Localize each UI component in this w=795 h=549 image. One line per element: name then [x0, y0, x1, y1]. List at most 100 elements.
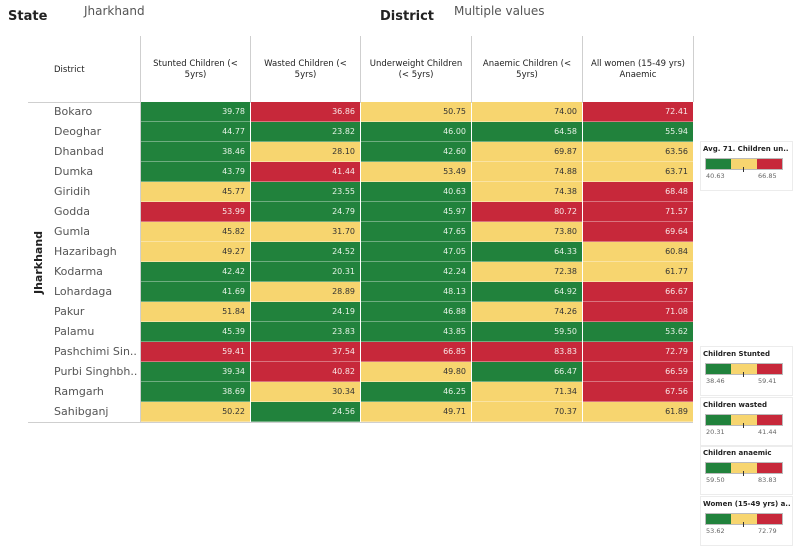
- table-cell[interactable]: 73.80: [472, 222, 582, 242]
- table-cell[interactable]: 74.88: [472, 162, 582, 182]
- table-cell[interactable]: 47.65: [361, 222, 471, 242]
- table-cell[interactable]: 72.79: [583, 342, 693, 362]
- table-cell[interactable]: 47.05: [361, 242, 471, 262]
- table-cell[interactable]: 46.00: [361, 122, 471, 142]
- column-header-wasted[interactable]: Wasted Children (< 5yrs): [264, 59, 347, 80]
- table-cell[interactable]: 49.71: [361, 402, 471, 422]
- table-cell[interactable]: 39.34: [141, 362, 250, 382]
- table-cell[interactable]: 31.70: [251, 222, 360, 242]
- table-cell[interactable]: 28.10: [251, 142, 360, 162]
- table-cell[interactable]: 45.82: [141, 222, 250, 242]
- table-cell[interactable]: 64.92: [472, 282, 582, 302]
- district-label[interactable]: Godda: [54, 205, 90, 218]
- table-cell[interactable]: 41.44: [251, 162, 360, 182]
- table-cell[interactable]: 37.54: [251, 342, 360, 362]
- table-cell[interactable]: 30.34: [251, 382, 360, 402]
- table-cell[interactable]: 49.80: [361, 362, 471, 382]
- district-label[interactable]: Pashchimi Sin..: [54, 345, 137, 358]
- district-label[interactable]: Kodarma: [54, 265, 103, 278]
- table-cell[interactable]: 23.82: [251, 122, 360, 142]
- table-cell[interactable]: 69.64: [583, 222, 693, 242]
- district-label[interactable]: Bokaro: [54, 105, 93, 118]
- table-cell[interactable]: 66.59: [583, 362, 693, 382]
- table-cell[interactable]: 23.83: [251, 322, 360, 342]
- table-cell[interactable]: 51.84: [141, 302, 250, 322]
- table-cell[interactable]: 40.82: [251, 362, 360, 382]
- table-cell[interactable]: 74.00: [472, 102, 582, 122]
- district-label[interactable]: Hazaribagh: [54, 245, 117, 258]
- table-cell[interactable]: 48.13: [361, 282, 471, 302]
- table-cell[interactable]: 36.86: [251, 102, 360, 122]
- table-cell[interactable]: 80.72: [472, 202, 582, 222]
- table-cell[interactable]: 67.56: [583, 382, 693, 402]
- state-filter-value[interactable]: Jharkhand: [84, 4, 145, 18]
- table-cell[interactable]: 68.48: [583, 182, 693, 202]
- table-cell[interactable]: 46.25: [361, 382, 471, 402]
- table-cell[interactable]: 45.97: [361, 202, 471, 222]
- table-cell[interactable]: 53.62: [583, 322, 693, 342]
- table-cell[interactable]: 55.94: [583, 122, 693, 142]
- table-cell[interactable]: 46.88: [361, 302, 471, 322]
- table-cell[interactable]: 42.42: [141, 262, 250, 282]
- table-cell[interactable]: 38.46: [141, 142, 250, 162]
- table-cell[interactable]: 66.85: [361, 342, 471, 362]
- table-cell[interactable]: 53.49: [361, 162, 471, 182]
- district-label[interactable]: Purbi Singhbh..: [54, 365, 138, 378]
- table-cell[interactable]: 38.69: [141, 382, 250, 402]
- table-cell[interactable]: 24.79: [251, 202, 360, 222]
- district-label[interactable]: Palamu: [54, 325, 95, 338]
- table-cell[interactable]: 64.58: [472, 122, 582, 142]
- table-cell[interactable]: 28.89: [251, 282, 360, 302]
- table-cell[interactable]: 71.57: [583, 202, 693, 222]
- district-label[interactable]: Dhanbad: [54, 145, 104, 158]
- table-cell[interactable]: 39.78: [141, 102, 250, 122]
- table-cell[interactable]: 23.55: [251, 182, 360, 202]
- table-cell[interactable]: 50.22: [141, 402, 250, 422]
- table-cell[interactable]: 60.84: [583, 242, 693, 262]
- table-cell[interactable]: 61.77: [583, 262, 693, 282]
- table-cell[interactable]: 24.56: [251, 402, 360, 422]
- table-cell[interactable]: 42.60: [361, 142, 471, 162]
- district-label[interactable]: Lohardaga: [54, 285, 113, 298]
- district-label[interactable]: Giridih: [54, 185, 91, 198]
- table-cell[interactable]: 63.71: [583, 162, 693, 182]
- table-cell[interactable]: 24.52: [251, 242, 360, 262]
- table-cell[interactable]: 63.56: [583, 142, 693, 162]
- table-cell[interactable]: 44.77: [141, 122, 250, 142]
- table-cell[interactable]: 24.19: [251, 302, 360, 322]
- table-cell[interactable]: 53.99: [141, 202, 250, 222]
- table-cell[interactable]: 61.89: [583, 402, 693, 422]
- column-header-women-anaemic[interactable]: All women (15-49 yrs) Anaemic: [591, 59, 685, 80]
- table-cell[interactable]: 41.69: [141, 282, 250, 302]
- table-cell[interactable]: 72.41: [583, 102, 693, 122]
- table-cell[interactable]: 43.85: [361, 322, 471, 342]
- column-header-stunted[interactable]: Stunted Children (< 5yrs): [153, 59, 238, 80]
- district-filter-value[interactable]: Multiple values: [454, 4, 545, 18]
- table-cell[interactable]: 43.79: [141, 162, 250, 182]
- table-cell[interactable]: 74.38: [472, 182, 582, 202]
- district-label[interactable]: Pakur: [54, 305, 85, 318]
- table-cell[interactable]: 72.38: [472, 262, 582, 282]
- table-cell[interactable]: 64.33: [472, 242, 582, 262]
- column-header-underweight[interactable]: Underweight Children (< 5yrs): [369, 59, 463, 80]
- table-cell[interactable]: 40.63: [361, 182, 471, 202]
- table-cell[interactable]: 66.47: [472, 362, 582, 382]
- table-cell[interactable]: 71.08: [583, 302, 693, 322]
- district-label[interactable]: Gumla: [54, 225, 91, 238]
- table-cell[interactable]: 50.75: [361, 102, 471, 122]
- district-label[interactable]: Deoghar: [54, 125, 102, 138]
- table-cell[interactable]: 83.83: [472, 342, 582, 362]
- table-cell[interactable]: 70.37: [472, 402, 582, 422]
- table-cell[interactable]: 66.67: [583, 282, 693, 302]
- table-cell[interactable]: 49.27: [141, 242, 250, 262]
- district-label[interactable]: Dumka: [54, 165, 94, 178]
- column-header-anaemic-children[interactable]: Anaemic Children (< 5yrs): [482, 59, 572, 80]
- table-cell[interactable]: 45.39: [141, 322, 250, 342]
- table-cell[interactable]: 74.26: [472, 302, 582, 322]
- table-cell[interactable]: 69.87: [472, 142, 582, 162]
- table-cell[interactable]: 71.34: [472, 382, 582, 402]
- district-label[interactable]: Ramgarh: [54, 385, 104, 398]
- district-label[interactable]: Sahibganj: [54, 405, 109, 418]
- table-cell[interactable]: 59.50: [472, 322, 582, 342]
- table-cell[interactable]: 45.77: [141, 182, 250, 202]
